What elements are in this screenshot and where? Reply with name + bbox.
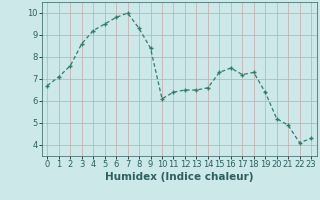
X-axis label: Humidex (Indice chaleur): Humidex (Indice chaleur) <box>105 172 253 182</box>
